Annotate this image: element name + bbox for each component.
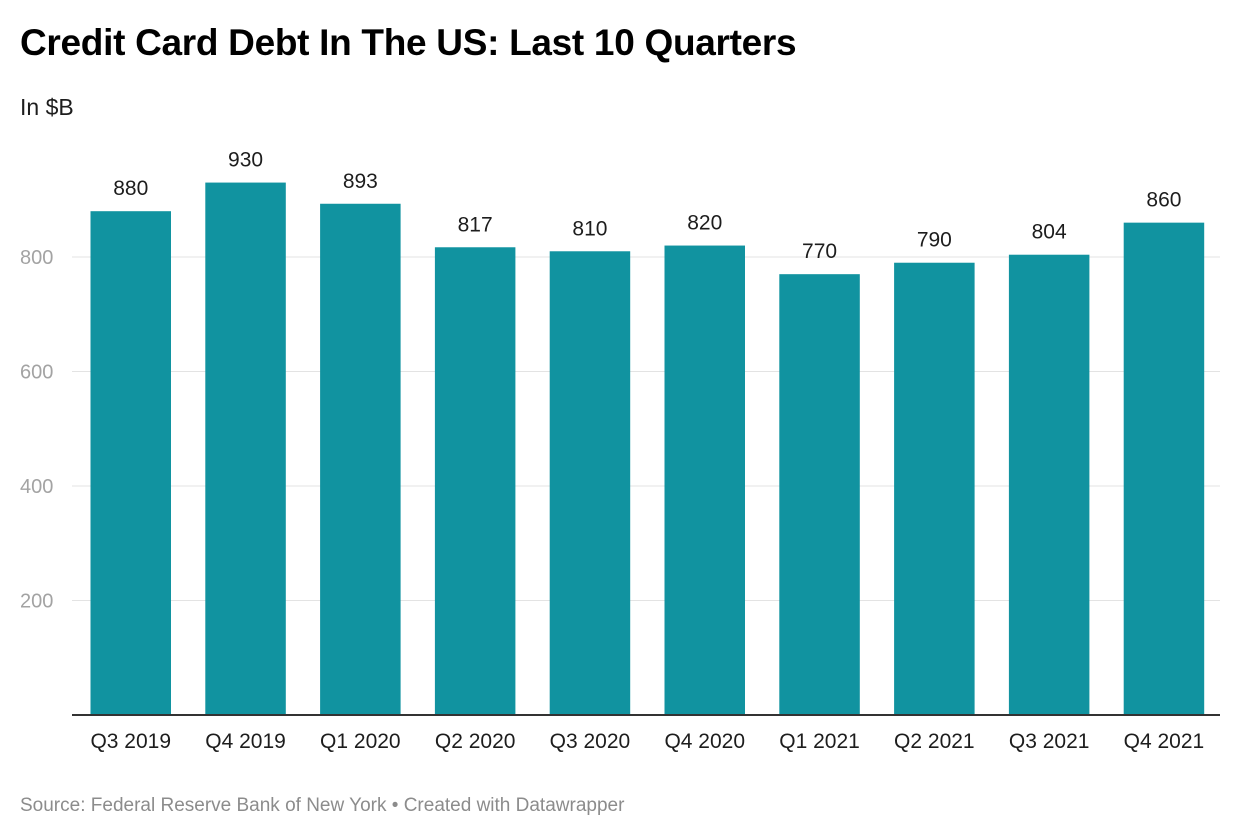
bar-value-label: 810 — [572, 217, 607, 240]
x-tick-label: Q1 2020 — [320, 730, 401, 753]
y-tick-label: 800 — [20, 247, 53, 269]
x-tick-label: Q3 2020 — [550, 730, 631, 753]
x-tick-label: Q2 2020 — [435, 730, 516, 753]
bar-value-label: 880 — [113, 177, 148, 200]
source-name: Federal Reserve Bank of New York — [90, 795, 387, 816]
chart-subtitle: In $B — [20, 94, 74, 120]
y-axis-tick-labels: 200 400 600 800 — [20, 247, 53, 613]
footer-separator: • — [391, 795, 399, 816]
x-axis-tick-labels: Q3 2019 Q4 2019 Q1 2020 Q2 2020 Q3 2020 Q4 20… — [90, 730, 1204, 753]
source-label: Source: — [20, 795, 86, 816]
bar — [664, 245, 745, 716]
value-labels: 880 930 893 817 810 820 770 790 804 860 — [113, 149, 1181, 264]
x-tick-label: Q3 2021 — [1009, 730, 1090, 753]
x-tick-label: Q4 2020 — [664, 730, 745, 753]
y-tick-label: 600 — [20, 362, 53, 384]
bar-value-label: 804 — [1032, 221, 1067, 244]
bar-value-label: 790 — [917, 229, 952, 252]
chart-footer: Source: Federal Reserve Bank of New York… — [20, 795, 624, 817]
bar — [894, 262, 975, 715]
bar — [1123, 222, 1205, 715]
bar — [1008, 254, 1090, 715]
bar — [434, 247, 516, 715]
bar-value-label: 893 — [343, 170, 378, 193]
bar — [90, 211, 171, 715]
bar-value-label: 820 — [687, 212, 722, 235]
bar-value-label: 930 — [228, 149, 263, 172]
bar — [779, 274, 860, 715]
datawrapper-credit: Created with Datawrapper — [403, 795, 625, 816]
bar — [549, 251, 631, 715]
bar-value-label: 817 — [458, 213, 493, 236]
chart-title: Credit Card Debt In The US: Last 10 Quar… — [20, 22, 797, 63]
x-tick-label: Q4 2019 — [205, 730, 286, 753]
x-tick-label: Q4 2021 — [1124, 730, 1205, 753]
bar — [205, 182, 286, 715]
x-tick-label: Q1 2021 — [779, 730, 860, 753]
bar — [320, 203, 401, 715]
bar-value-label: 770 — [802, 240, 837, 263]
bars — [90, 182, 1205, 716]
x-tick-label: Q2 2021 — [894, 730, 975, 753]
y-tick-label: 200 — [20, 591, 53, 613]
bar-chart: 200 400 600 800 880 930 893 817 810 820 770 790 804… — [20, 149, 1220, 753]
x-tick-label: Q3 2019 — [90, 730, 171, 753]
bar-value-label: 860 — [1146, 189, 1181, 212]
y-tick-label: 400 — [20, 476, 53, 498]
